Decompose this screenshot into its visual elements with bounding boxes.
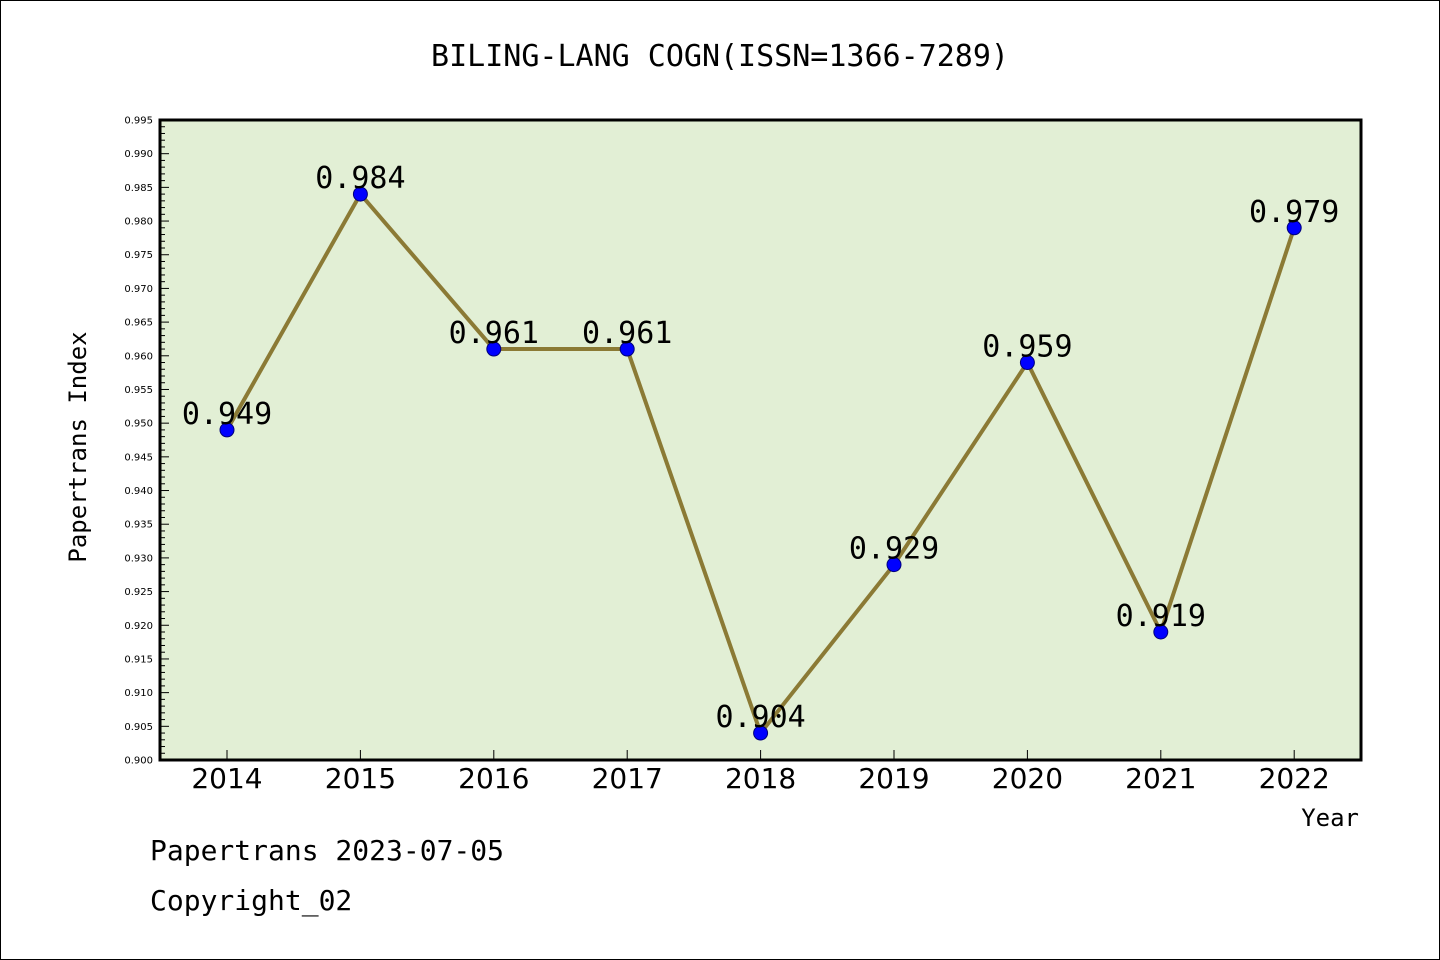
x-tick-label: 2014: [191, 762, 262, 795]
y-tick-label: 0.930: [124, 553, 153, 564]
data-label: 0.949: [182, 397, 272, 432]
x-tick-label: 2020: [992, 762, 1063, 795]
data-point: [219, 422, 235, 438]
x-tick-label: 2021: [1125, 762, 1196, 795]
y-axis: 0.900 0.905 0.910 0.915 0.920 0.925 0.930 0.935…: [124, 116, 169, 767]
data-point: [1153, 624, 1169, 640]
y-tick-label: 0.915: [124, 654, 153, 665]
x-tick-label: 2018: [725, 762, 796, 795]
chart-title: BILING-LANG COGN(ISSN=1366-7289): [431, 39, 1009, 74]
data-label: 0.961: [582, 316, 672, 351]
data-label: 0.904: [715, 700, 805, 735]
y-tick-label: 0.975: [124, 250, 153, 261]
y-tick-label: 0.980: [124, 217, 153, 228]
data-label: 0.984: [315, 161, 405, 196]
data-point: [619, 341, 635, 357]
data-point: [753, 725, 769, 741]
footer-date: Papertrans 2023-07-05: [150, 834, 505, 867]
footer-copyright: Copyright_02: [150, 884, 353, 917]
plot-area: [158, 118, 1363, 762]
y-tick-label: 0.985: [124, 183, 153, 194]
y-tick-label: 0.995: [124, 116, 153, 127]
data-point: [1019, 355, 1035, 371]
y-tick-label: 0.935: [124, 520, 153, 531]
x-tick-label: 2017: [592, 762, 663, 795]
series-papertrans-index: 0.949 0.984 0.961 0.961 0.904 0.929 0.959 0.919…: [182, 161, 1339, 741]
data-point: [886, 557, 902, 573]
y-tick-label: 0.925: [124, 587, 153, 598]
y-tick-label: 0.905: [124, 722, 153, 733]
x-axis: 2014 2015 2016 2017 2018 2019 2020 2021 2022: [191, 750, 1330, 795]
x-tick-label: 2019: [858, 762, 929, 795]
y-tick-label: 0.990: [124, 149, 153, 160]
y-tick-label: 0.950: [124, 419, 153, 430]
x-tick-label: 2022: [1259, 762, 1330, 795]
y-tick-label: 0.960: [124, 351, 153, 362]
data-label: 0.919: [1116, 599, 1206, 634]
x-tick-label: 2016: [458, 762, 529, 795]
y-tick-label: 0.970: [124, 284, 153, 295]
y-tick-label: 0.965: [124, 318, 153, 329]
y-axis-label: Papertrans Index: [64, 331, 92, 562]
y-tick-label: 0.945: [124, 452, 153, 463]
data-label: 0.929: [849, 532, 939, 567]
y-tick-label: 0.940: [124, 486, 153, 497]
data-label: 0.959: [982, 330, 1072, 365]
x-tick-label: 2015: [325, 762, 396, 795]
data-label: 0.961: [449, 316, 539, 351]
data-point: [486, 341, 502, 357]
y-tick-label: 0.900: [124, 756, 153, 767]
y-tick-label: 0.955: [124, 385, 153, 396]
data-point: [1286, 220, 1302, 236]
y-tick-label: 0.910: [124, 688, 153, 699]
data-point: [352, 186, 368, 202]
data-label: 0.979: [1249, 195, 1339, 230]
x-axis-label: Year: [1301, 804, 1359, 832]
y-tick-label: 0.920: [124, 621, 153, 632]
